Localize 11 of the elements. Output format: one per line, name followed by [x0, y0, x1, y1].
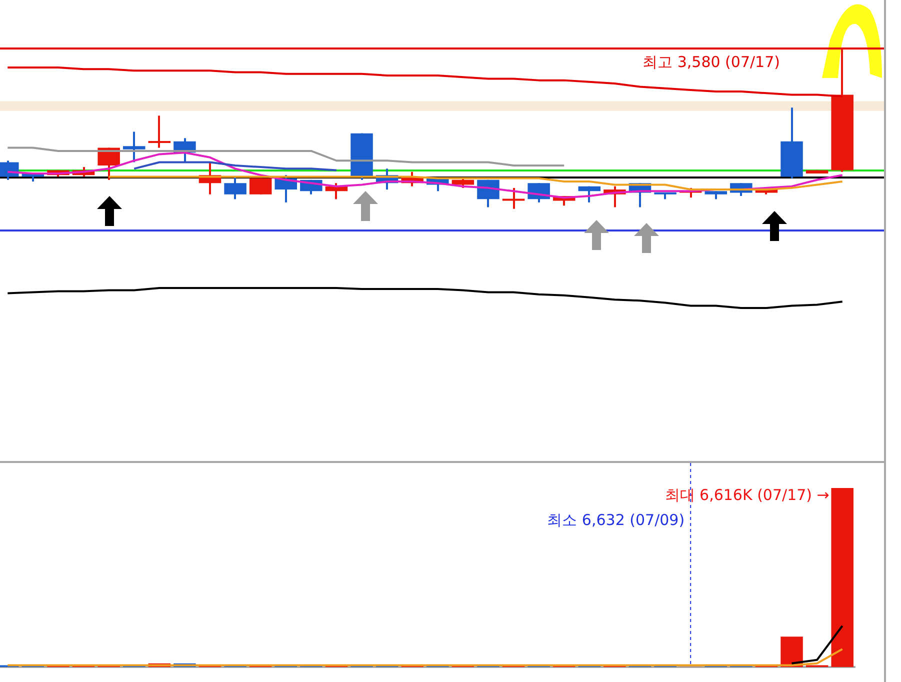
annotation: 최소 6,632 (07/09) [547, 510, 685, 529]
candlestick [224, 176, 246, 200]
candlestick [249, 177, 272, 196]
ref-line-label: 최고 3,580 (07/17) [642, 52, 780, 71]
candlestick [122, 130, 146, 164]
candlestick [148, 114, 171, 149]
annotation: 최대 6,616K (07/17) → [664, 486, 830, 504]
candlestick [452, 177, 474, 189]
bar [831, 488, 854, 667]
candlestick [578, 185, 601, 204]
candlestick [502, 186, 525, 210]
